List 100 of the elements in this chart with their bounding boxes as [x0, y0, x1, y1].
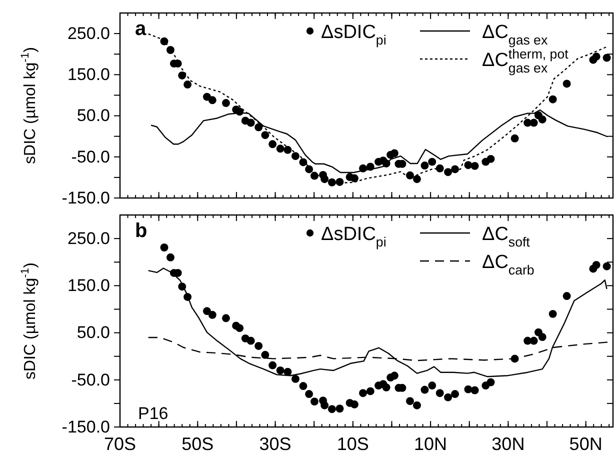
point	[320, 401, 329, 410]
point	[390, 372, 398, 380]
point	[359, 389, 367, 398]
y-tick-label: 250.0	[67, 228, 110, 248]
point	[208, 96, 216, 104]
point	[310, 398, 318, 406]
point	[160, 244, 168, 252]
x-tick-label: 30N	[492, 434, 525, 453]
legend-label: ΔC$_{soft}$	[482, 224, 530, 250]
point	[486, 378, 495, 386]
point	[305, 165, 314, 174]
point	[451, 165, 459, 174]
point	[246, 118, 255, 127]
point	[320, 175, 329, 184]
point	[268, 140, 277, 148]
annotation: P16	[138, 404, 168, 423]
point	[166, 253, 174, 262]
point	[548, 95, 557, 104]
point	[470, 386, 479, 394]
point	[366, 162, 374, 171]
point	[366, 387, 374, 396]
legend-label: ΔsDIC$_{pi}$	[321, 224, 386, 250]
point	[530, 118, 538, 127]
point	[562, 292, 571, 300]
point	[291, 152, 300, 160]
point	[299, 158, 308, 166]
legend-label: ΔsDIC$_{pi}$	[321, 22, 386, 48]
point	[284, 146, 292, 154]
point	[276, 366, 284, 374]
point	[254, 342, 263, 350]
point	[470, 162, 479, 170]
point	[436, 389, 444, 398]
point	[538, 333, 546, 341]
point	[184, 80, 192, 89]
point	[299, 382, 308, 390]
point	[436, 164, 444, 172]
point	[184, 292, 192, 301]
legend-label: ΔC$_{carb}$	[482, 252, 534, 278]
point	[406, 397, 414, 406]
point	[592, 52, 600, 61]
point	[548, 310, 557, 318]
point	[222, 99, 230, 108]
point	[412, 175, 421, 184]
x-tick-label: 50N	[569, 434, 602, 453]
y-tick-label: -150.0	[62, 188, 110, 208]
point	[178, 72, 186, 80]
y-tick-label: -50.0	[71, 147, 110, 166]
point	[486, 154, 495, 163]
point	[336, 178, 344, 186]
point	[350, 400, 358, 408]
point	[268, 361, 277, 370]
point	[412, 401, 421, 410]
point	[284, 368, 292, 376]
point	[202, 307, 211, 316]
point	[310, 172, 318, 180]
y-tick-label: 50.0	[76, 323, 110, 342]
y-tick-label: 50.0	[76, 106, 110, 126]
point	[178, 282, 186, 291]
x-tick-label: 30S	[259, 434, 292, 453]
point	[336, 404, 344, 413]
point	[444, 393, 452, 402]
point	[602, 262, 611, 270]
point	[382, 159, 390, 168]
point	[510, 134, 519, 142]
point	[451, 390, 459, 398]
y-tick-label: -150.0	[62, 417, 110, 436]
point	[254, 123, 263, 132]
legend-label: ΔC$_{gas ex}$	[482, 22, 548, 48]
point	[261, 131, 270, 140]
annotation: b	[135, 220, 148, 242]
point	[602, 54, 611, 62]
y-tick-label: -50.0	[71, 370, 110, 390]
point	[328, 405, 336, 414]
y-tick-label: 150.0	[67, 276, 110, 296]
point	[305, 390, 314, 398]
point	[538, 115, 546, 124]
point	[328, 178, 336, 186]
point	[350, 174, 358, 182]
point	[464, 161, 472, 170]
point	[420, 386, 429, 394]
point	[261, 350, 270, 359]
point	[208, 310, 216, 319]
point	[530, 336, 538, 345]
point	[160, 37, 168, 46]
y-tick-label: 150.0	[67, 65, 110, 84]
point	[428, 382, 436, 390]
annotation: a	[135, 18, 147, 40]
point	[291, 374, 300, 383]
point	[166, 46, 174, 54]
x-tick-label: 10S	[336, 434, 369, 453]
point	[276, 144, 284, 153]
point	[382, 383, 390, 392]
point	[428, 158, 436, 166]
point	[390, 149, 398, 158]
point	[236, 108, 244, 116]
y-tick-label: 250.0	[67, 24, 110, 43]
point	[222, 314, 230, 322]
point	[592, 260, 600, 269]
x-tick-label: 50S	[182, 434, 214, 453]
point	[406, 171, 414, 180]
